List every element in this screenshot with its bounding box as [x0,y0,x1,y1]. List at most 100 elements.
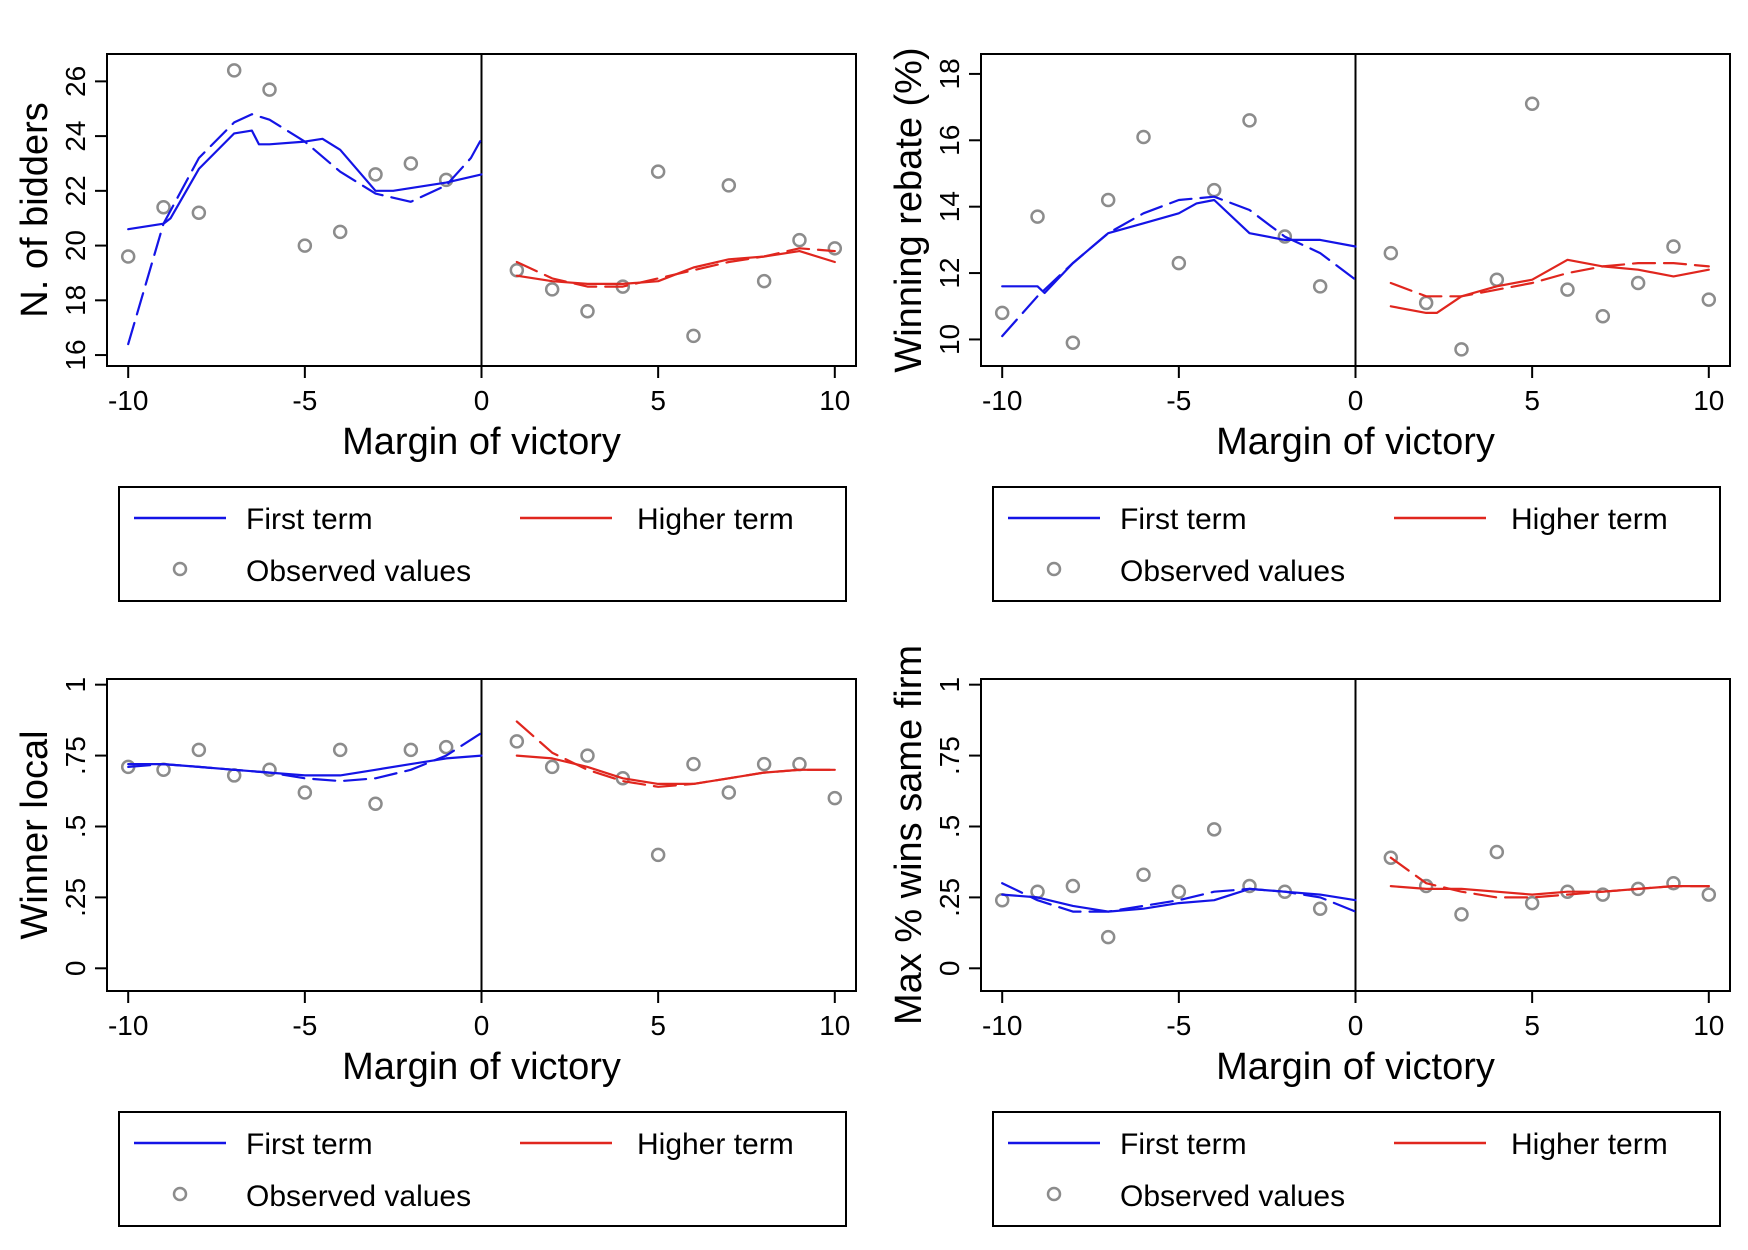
first-term-line [1001,198,1357,295]
observed-point [1524,96,1540,112]
x-tick-label: -5 [1166,385,1191,416]
observed-point [1171,255,1187,271]
observed-point [1206,182,1222,198]
observed-point [1666,239,1681,254]
first-term-line [127,754,483,777]
observed-point [792,232,807,248]
y-axis-title: N. of bidders [14,102,56,317]
x-tick-label: 10 [819,385,850,416]
x-axis-title: Margin of victory [1216,421,1495,463]
y-tick-label: 18 [60,285,91,316]
chart-winning-rebate: -10 -5 0 5 10 10 12 14 16 18 Margin of victory Winn… [888,47,1731,602]
observed-point [156,200,171,215]
legend-observed-label: Observed values [246,1180,471,1213]
observed-point [756,756,772,772]
legend-higher-term-label: Higher term [1511,1128,1668,1161]
y-tick-label: 26 [60,66,91,97]
legend-higher-term-label: Higher term [637,1128,794,1161]
chart-max-wins-same-firm: -10 -5 0 5 10 0 .25 .5 .75 1 Margin of victory Max … [888,645,1731,1227]
legend-observed-label: Observed values [1120,555,1345,588]
observed-point [1100,929,1116,945]
legend-higher-term-label: Higher term [1511,503,1668,536]
first-term-line [127,129,483,231]
observed-point [262,82,277,97]
observed-point [509,262,525,278]
higher-term-line [1389,885,1710,896]
legend-observed-label: Observed values [246,555,471,588]
chart-n-of-bidders: -10 -5 0 5 10 16 18 20 22 24 26 Margin of victory N.… [14,53,857,602]
legend-frame [992,1111,1721,1227]
y-tick-label: 0 [60,961,91,977]
observed-point [1701,292,1717,307]
legend-observed-swatch [1046,561,1062,577]
y-tick-label: .75 [934,736,965,775]
y-axis-title: Winning rebate (%) [888,47,930,372]
observed-point [1136,129,1151,145]
x-tick-label: 10 [1693,1010,1724,1041]
legend: First term Higher term Observed values [992,1111,1721,1227]
observed-point [403,742,419,758]
legend-first-term-label: First term [246,1128,373,1161]
y-tick-label: 16 [60,339,91,370]
legend-observed-swatch [172,1186,188,1202]
legend-frame [118,1111,847,1227]
observed-point [544,759,560,775]
observed-point [1630,275,1646,291]
observed-point [1383,245,1399,261]
legend: First term Higher term Observed values [118,486,847,602]
observed-point [1312,279,1328,294]
observed-point [1383,850,1399,865]
observed-point [1030,209,1045,224]
observed-point [1701,887,1717,902]
x-tick-label: 5 [1524,385,1540,416]
observed-point [1100,192,1116,208]
x-tick-label: 10 [819,1010,850,1041]
observed-point [1242,113,1257,128]
observed-point [509,734,525,749]
panel-winning-rebate: -10 -5 0 5 10 10 12 14 16 18 Margin of victory Winn… [874,0,1748,625]
observed-point [297,785,313,800]
y-tick-label: .75 [60,736,91,775]
observed-point [650,164,666,179]
y-axis-title: Max % wins same firm [888,645,930,1025]
x-tick-label: 0 [1348,1010,1364,1041]
y-tick-label: 18 [934,58,965,89]
observed-point [368,167,383,182]
observed-point [438,739,454,755]
observed-point [580,304,595,319]
observed-point [1595,887,1611,902]
observed-point [686,756,701,772]
y-tick-label: 24 [60,121,91,152]
observed-point [191,205,207,220]
x-tick-label: 5 [650,1010,666,1041]
observed-point [1030,884,1045,899]
higher-term-dashed-fit [515,720,836,788]
higher-term-dashed-fit [1389,856,1710,899]
observed-point [120,249,136,264]
observed-point [756,273,772,289]
legend-observed-swatch [172,561,188,577]
x-tick-label: 5 [650,385,666,416]
x-tick-label: -10 [108,1010,148,1041]
observed-point [1454,907,1469,922]
first-term-dashed-fit [1001,882,1357,913]
x-axis-title: Margin of victory [342,421,621,463]
y-tick-label: 16 [934,125,965,156]
observed-point [226,63,242,78]
y-tick-label: 10 [934,324,965,355]
y-tick-label: 22 [60,175,91,206]
legend: First term Higher term Observed values [992,486,1721,602]
legend-observed-swatch [1046,1186,1062,1202]
observed-point [262,762,277,778]
x-axis-title: Margin of victory [342,1046,621,1088]
x-tick-label: 0 [1348,385,1364,416]
observed-point [403,156,419,171]
observed-point [792,756,807,772]
observed-point [1136,867,1151,882]
x-tick-label: -10 [982,385,1022,416]
y-tick-label: 0 [934,961,965,977]
observed-point [1206,822,1222,837]
observed-point [1560,282,1575,297]
legend: First term Higher term Observed values [118,1111,847,1227]
observed-point [544,282,560,297]
